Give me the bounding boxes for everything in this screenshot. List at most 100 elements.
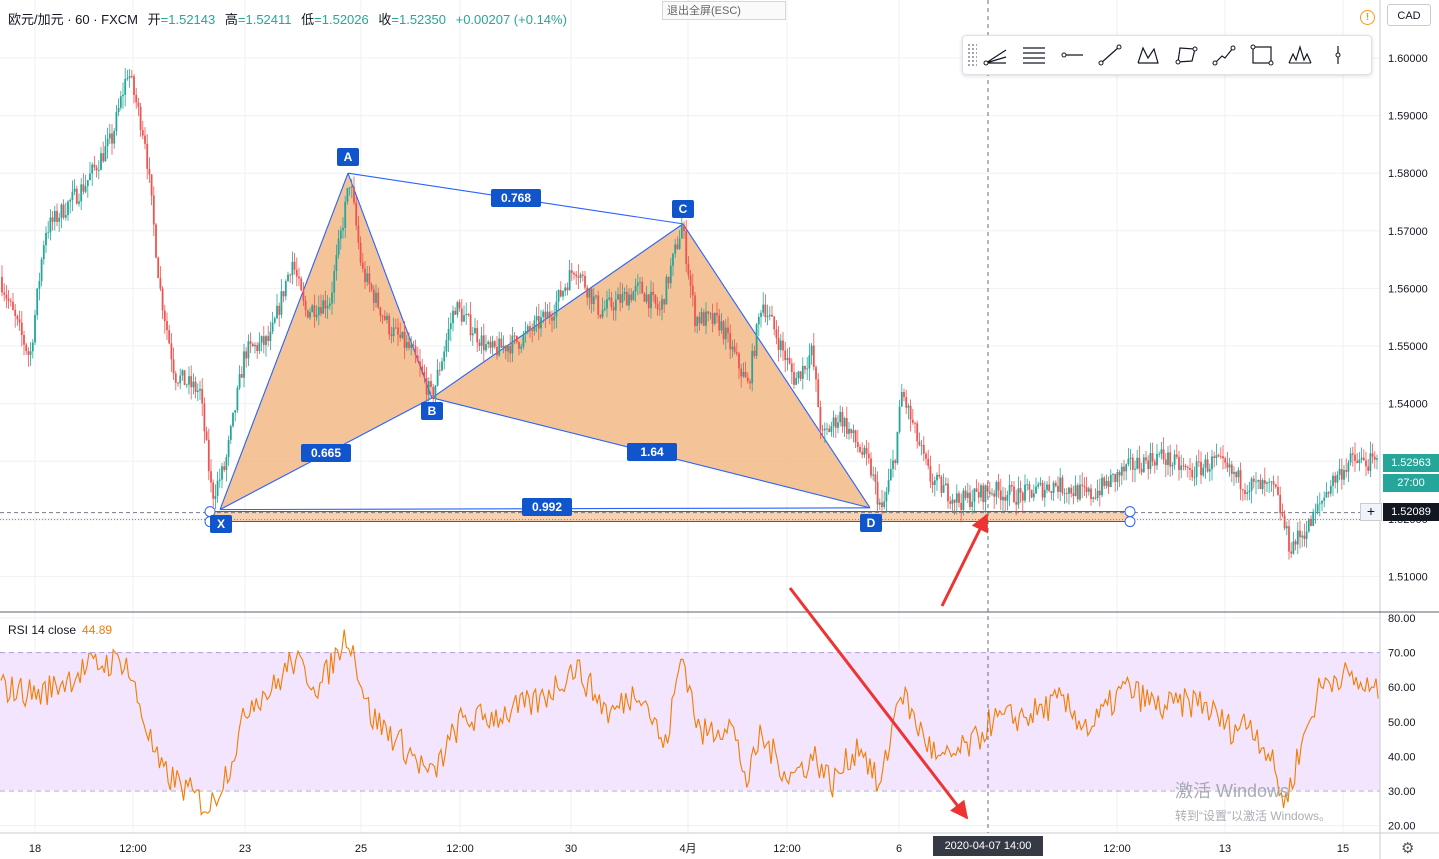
gear-icon[interactable]: ⚙ xyxy=(1401,840,1415,857)
candle-body xyxy=(817,379,820,408)
candle-body xyxy=(927,458,930,466)
polygon-icon[interactable] xyxy=(1167,36,1205,74)
candle-body xyxy=(1114,473,1117,482)
pitchfork-icon[interactable] xyxy=(977,36,1015,74)
pattern-labels[interactable]: X A B C D 0.768 0.665 1.64 0.992 xyxy=(210,148,882,533)
candle-body xyxy=(1204,459,1207,468)
candle-body xyxy=(124,79,127,95)
head-shoulders-icon[interactable] xyxy=(1281,36,1319,74)
candle-body xyxy=(1301,535,1304,538)
drag-handle-icon[interactable] xyxy=(967,43,977,67)
candle-body xyxy=(601,309,604,318)
drawing-toolbar xyxy=(962,35,1372,75)
candle-body xyxy=(139,106,142,131)
candle-body xyxy=(1004,496,1007,501)
candle-body xyxy=(1167,452,1169,465)
xabcd-pattern-icon[interactable] xyxy=(1129,36,1167,74)
candle-body xyxy=(997,481,1000,491)
price-tick-label: 1.59000 xyxy=(1388,111,1428,123)
point-label-x[interactable]: X xyxy=(210,515,232,533)
candle-body xyxy=(1259,479,1262,490)
point-label-b[interactable]: B xyxy=(421,402,443,420)
rsi-label: RSI 14 close xyxy=(8,623,77,637)
candle-body xyxy=(91,164,94,174)
candle-body xyxy=(273,318,276,323)
candle-body xyxy=(1145,457,1147,461)
candle-body xyxy=(652,291,655,295)
ratio-label-ac-bg xyxy=(491,189,541,207)
candle-body xyxy=(1096,490,1099,499)
drag-handle[interactable] xyxy=(1124,506,1136,518)
horizontal-ray-icon[interactable] xyxy=(1053,36,1091,74)
harmonic-pattern[interactable] xyxy=(0,172,1380,528)
candle-body xyxy=(1127,458,1130,465)
point-label-d[interactable]: D xyxy=(860,514,882,532)
point-label-a[interactable]: A xyxy=(337,148,359,166)
vertical-line-icon[interactable] xyxy=(1319,36,1357,74)
candle-body xyxy=(60,204,63,218)
rsi-legend[interactable]: RSI 14 close 44.89 xyxy=(8,623,112,637)
fib-levels-icon[interactable] xyxy=(1015,36,1053,74)
candle-body xyxy=(368,273,371,285)
drag-handle[interactable] xyxy=(1124,516,1136,528)
point-label-x-bg xyxy=(210,515,232,533)
candle-body xyxy=(115,112,118,132)
cursor-price-tag: 1.52089 xyxy=(1383,503,1439,521)
candle-body xyxy=(1272,481,1275,485)
candle-body xyxy=(447,328,450,341)
candle-body xyxy=(284,281,287,297)
rsi-guides xyxy=(0,652,1380,792)
high-value: =1.52411 xyxy=(237,12,292,27)
point-label-c[interactable]: C xyxy=(672,200,694,218)
candle-body xyxy=(535,316,538,321)
point-label-a-bg xyxy=(337,148,359,166)
candle-body xyxy=(249,341,252,344)
currency-button[interactable]: CAD xyxy=(1387,4,1431,26)
candle-body xyxy=(570,270,573,273)
trend-line-icon[interactable] xyxy=(1091,36,1129,74)
candle-body xyxy=(146,143,149,169)
add-order-button[interactable]: + xyxy=(1360,503,1382,521)
candle-body xyxy=(819,407,822,430)
candle-body xyxy=(75,188,78,204)
candle-body xyxy=(892,460,894,470)
time-tick-label: 12:00 xyxy=(1103,843,1131,855)
ratio-label-ac[interactable]: 0.768 xyxy=(491,189,541,207)
candle-body xyxy=(1094,497,1097,499)
candle-body xyxy=(1226,462,1229,468)
candle-body xyxy=(801,366,804,379)
candle-body xyxy=(749,381,751,384)
ratio-label-xd[interactable]: 0.992 xyxy=(522,498,572,516)
exit-fullscreen-button[interactable]: 退出全屏(ESC) xyxy=(662,1,786,20)
path-icon[interactable] xyxy=(1205,36,1243,74)
candle-body xyxy=(311,305,314,312)
candle-body xyxy=(441,361,443,371)
candle-body xyxy=(1277,486,1279,495)
candle-body xyxy=(645,294,648,302)
candle-body xyxy=(907,405,910,408)
candle-body xyxy=(302,290,305,301)
ratio-label-bd[interactable]: 1.64 xyxy=(627,443,677,461)
candle-body xyxy=(344,201,347,228)
ratio-label-xb[interactable]: 0.665 xyxy=(301,444,351,462)
candle-body xyxy=(1332,475,1334,486)
alert-icon[interactable]: ! xyxy=(1360,10,1375,25)
candle-body xyxy=(1120,466,1123,476)
windows-activation-watermark: 激活 Windows 转到“设置”以激活 Windows。 xyxy=(1175,777,1331,824)
rsi-tick-label: 80.00 xyxy=(1388,613,1416,625)
candle-body xyxy=(403,332,406,348)
candle-body xyxy=(16,316,19,320)
candle-body xyxy=(683,224,685,232)
candle-body xyxy=(183,370,186,386)
candle-body xyxy=(45,232,47,246)
candle-body xyxy=(1186,467,1189,469)
candle-body xyxy=(212,482,215,499)
candle-body xyxy=(557,290,560,302)
symbol-title[interactable]: 欧元/加元 · 60 · FXCM xyxy=(8,12,139,27)
candle-body xyxy=(1048,484,1051,492)
rectangle-icon[interactable] xyxy=(1243,36,1281,74)
candle-body xyxy=(630,294,633,301)
candle-body xyxy=(795,378,798,385)
point-label-b-bg xyxy=(421,402,443,420)
